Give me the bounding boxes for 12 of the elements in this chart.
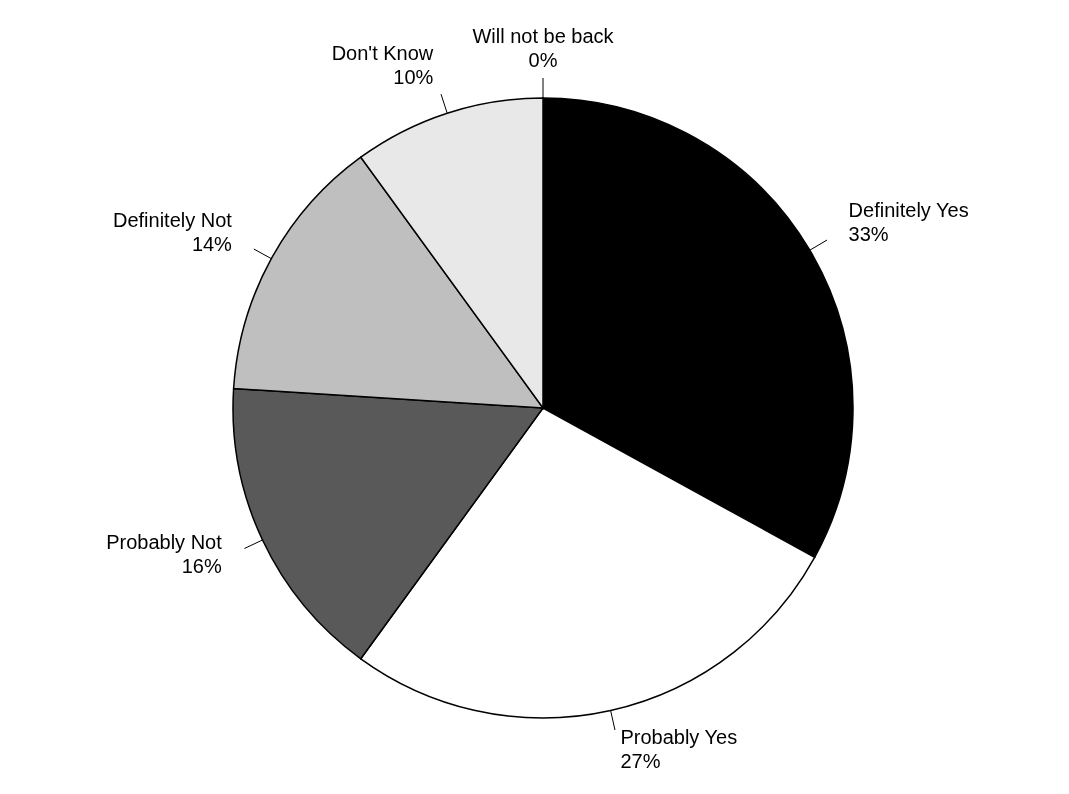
slice-label: Don't Know: [331, 42, 434, 65]
slice-label: Probably Yes: [620, 726, 738, 749]
data-label: 16%: [181, 555, 222, 578]
category-label: Will not be back: [472, 25, 614, 47]
data-label: 33%: [848, 223, 889, 246]
text: 0%: [528, 49, 558, 71]
slice-label: Probably Not: [106, 531, 223, 554]
data-label: 27%: [620, 750, 661, 773]
slice-label: Definitely Yes: [848, 199, 969, 222]
data-label: 14%: [191, 232, 233, 255]
slice-label: Definitely Not: [112, 208, 233, 231]
data-label: 10%: [393, 66, 434, 89]
